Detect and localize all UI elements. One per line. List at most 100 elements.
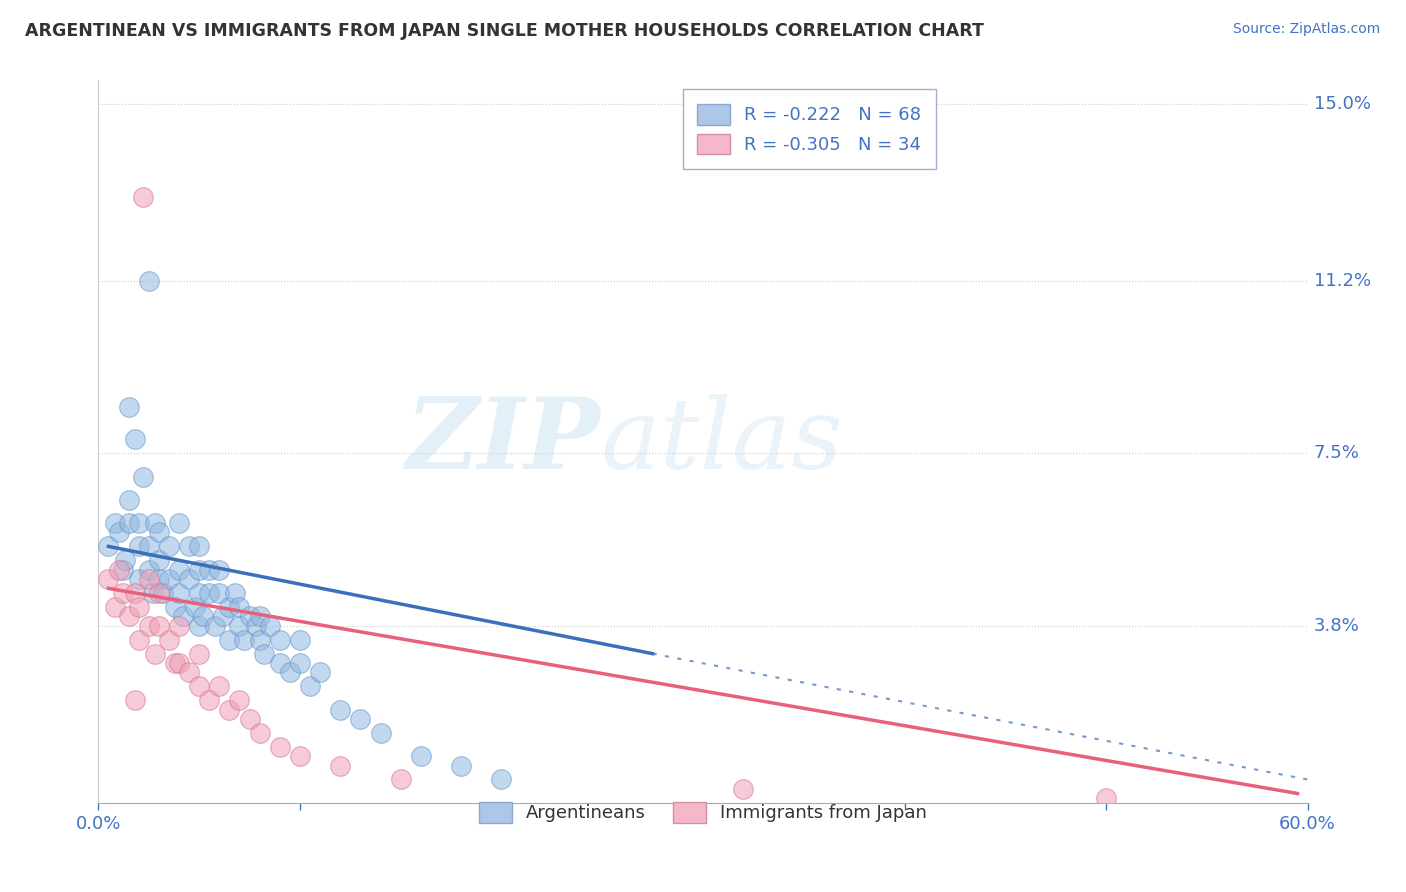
Point bbox=[228, 618, 250, 632]
Text: 11.2%: 11.2% bbox=[1313, 272, 1371, 290]
Point bbox=[118, 492, 141, 507]
Point bbox=[138, 540, 160, 554]
Point bbox=[253, 647, 276, 661]
Point bbox=[128, 516, 150, 530]
Legend: Argentineans, Immigrants from Japan: Argentineans, Immigrants from Japan bbox=[465, 788, 941, 837]
Point bbox=[249, 726, 271, 740]
Point bbox=[208, 586, 231, 600]
Point bbox=[148, 553, 170, 567]
Point bbox=[288, 632, 311, 647]
Point bbox=[132, 469, 155, 483]
Point bbox=[167, 656, 190, 670]
Point bbox=[103, 600, 125, 615]
Text: 3.8%: 3.8% bbox=[1313, 616, 1360, 635]
Point bbox=[97, 572, 120, 586]
Text: 7.5%: 7.5% bbox=[1313, 444, 1360, 462]
Point bbox=[269, 739, 291, 754]
Point bbox=[124, 693, 146, 707]
Point bbox=[107, 563, 129, 577]
Point bbox=[143, 516, 166, 530]
Point bbox=[259, 618, 281, 632]
Point bbox=[218, 632, 240, 647]
Point bbox=[167, 618, 190, 632]
Point bbox=[128, 540, 150, 554]
Point bbox=[179, 540, 201, 554]
Point bbox=[179, 665, 201, 680]
Point bbox=[218, 702, 240, 716]
Text: atlas: atlas bbox=[600, 394, 844, 489]
Point bbox=[733, 781, 755, 796]
Point bbox=[157, 632, 180, 647]
Point bbox=[143, 647, 166, 661]
Point bbox=[204, 618, 226, 632]
Point bbox=[269, 632, 291, 647]
Point bbox=[111, 563, 134, 577]
Point bbox=[97, 540, 120, 554]
Point bbox=[138, 618, 160, 632]
Point bbox=[138, 563, 160, 577]
Point bbox=[491, 772, 513, 787]
Point bbox=[148, 572, 170, 586]
Point bbox=[208, 563, 231, 577]
Point bbox=[157, 572, 180, 586]
Point bbox=[128, 572, 150, 586]
Point bbox=[218, 600, 240, 615]
Point bbox=[232, 632, 254, 647]
Point bbox=[167, 586, 190, 600]
Point bbox=[118, 609, 141, 624]
Point bbox=[228, 600, 250, 615]
Point bbox=[299, 679, 322, 693]
Point bbox=[188, 540, 211, 554]
Point bbox=[172, 609, 194, 624]
Point bbox=[278, 665, 301, 680]
Point bbox=[118, 400, 141, 414]
Point bbox=[188, 618, 211, 632]
Point bbox=[249, 609, 271, 624]
Point bbox=[208, 679, 231, 693]
Point bbox=[152, 586, 174, 600]
Point bbox=[114, 553, 136, 567]
Point bbox=[288, 749, 311, 764]
Point bbox=[128, 632, 150, 647]
Point bbox=[179, 572, 201, 586]
Point bbox=[138, 274, 160, 288]
Text: ARGENTINEAN VS IMMIGRANTS FROM JAPAN SINGLE MOTHER HOUSEHOLDS CORRELATION CHART: ARGENTINEAN VS IMMIGRANTS FROM JAPAN SIN… bbox=[25, 22, 984, 40]
Point bbox=[163, 656, 186, 670]
Point bbox=[228, 693, 250, 707]
Point bbox=[370, 726, 392, 740]
Point bbox=[142, 586, 165, 600]
Point bbox=[128, 600, 150, 615]
Point bbox=[239, 609, 262, 624]
Point bbox=[188, 647, 211, 661]
Point bbox=[212, 609, 235, 624]
Point bbox=[198, 563, 221, 577]
Point bbox=[198, 586, 221, 600]
Point bbox=[193, 609, 215, 624]
Point bbox=[124, 432, 146, 446]
Point bbox=[249, 632, 271, 647]
Point bbox=[124, 586, 146, 600]
Point bbox=[409, 749, 432, 764]
Point bbox=[389, 772, 412, 787]
Point bbox=[188, 679, 211, 693]
Text: Source: ZipAtlas.com: Source: ZipAtlas.com bbox=[1233, 22, 1381, 37]
Point bbox=[188, 563, 211, 577]
Text: ZIP: ZIP bbox=[405, 393, 600, 490]
Point bbox=[245, 618, 267, 632]
Point bbox=[329, 758, 352, 772]
Point bbox=[148, 586, 170, 600]
Point bbox=[118, 516, 141, 530]
Point bbox=[329, 702, 352, 716]
Point bbox=[188, 586, 211, 600]
Point bbox=[111, 586, 134, 600]
Point bbox=[184, 600, 207, 615]
Text: 15.0%: 15.0% bbox=[1313, 95, 1371, 112]
Point bbox=[349, 712, 371, 726]
Point bbox=[157, 540, 180, 554]
Point bbox=[167, 563, 190, 577]
Point bbox=[167, 516, 190, 530]
Point bbox=[288, 656, 311, 670]
Point bbox=[198, 693, 221, 707]
Point bbox=[103, 516, 125, 530]
Point bbox=[163, 600, 186, 615]
